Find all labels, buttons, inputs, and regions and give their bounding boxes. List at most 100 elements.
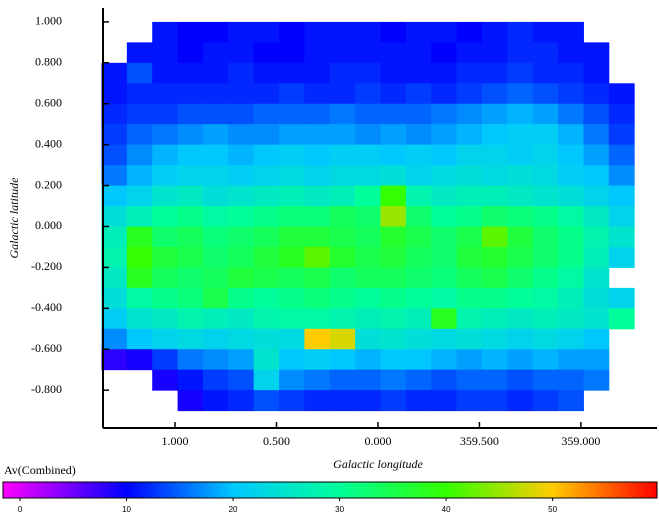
heatmap-cell bbox=[481, 267, 508, 289]
heatmap-cell bbox=[279, 165, 305, 187]
heatmap-cell bbox=[228, 42, 255, 64]
heatmap-cell bbox=[532, 308, 559, 330]
heatmap-cell bbox=[329, 369, 356, 391]
heatmap-cell bbox=[456, 246, 483, 268]
heatmap-cell bbox=[304, 349, 331, 371]
heatmap-cell bbox=[177, 124, 204, 146]
heatmap-cell bbox=[456, 62, 483, 84]
heatmap-cell bbox=[507, 144, 534, 166]
heatmap-cell bbox=[126, 287, 153, 309]
heatmap-cell bbox=[431, 185, 458, 207]
heatmap-cell bbox=[507, 206, 534, 227]
heatmap-cell bbox=[177, 267, 204, 289]
heatmap-cell bbox=[456, 308, 483, 330]
y-tick-label: 0.200 bbox=[35, 177, 62, 191]
heatmap-cell bbox=[431, 226, 458, 248]
heatmap-cell bbox=[177, 390, 204, 412]
heatmap-cell bbox=[304, 83, 331, 105]
heatmap-cell bbox=[456, 165, 483, 187]
heatmap-cell bbox=[202, 246, 229, 268]
heatmap-cell bbox=[583, 369, 610, 391]
heatmap-cell bbox=[279, 124, 305, 146]
heatmap-cell bbox=[329, 144, 356, 166]
heatmap-cell bbox=[152, 62, 179, 84]
heatmap-cell bbox=[202, 144, 229, 166]
heatmap-cell bbox=[355, 144, 382, 166]
heatmap-cell bbox=[558, 144, 584, 166]
heatmap-cell bbox=[126, 42, 153, 64]
heatmap-cell bbox=[558, 287, 584, 309]
heatmap-cell bbox=[507, 83, 534, 105]
y-tick-label: 1.000 bbox=[35, 14, 62, 28]
heatmap-cell bbox=[228, 287, 255, 309]
heatmap-cell bbox=[253, 390, 280, 412]
colorbar: 0 10 20 30 40 50 bbox=[2, 481, 658, 514]
heatmap-cell bbox=[507, 226, 534, 248]
heatmap-cell bbox=[456, 369, 483, 391]
heatmap-cell bbox=[532, 185, 559, 207]
heatmap-cell bbox=[583, 267, 610, 289]
heatmap-cell bbox=[126, 144, 153, 166]
heatmap-cell bbox=[228, 144, 255, 166]
heatmap-cell bbox=[456, 390, 483, 412]
heatmap-cell bbox=[608, 83, 635, 105]
heatmap-cell bbox=[329, 103, 356, 125]
heatmap-cell bbox=[101, 287, 128, 309]
heatmap-cell bbox=[101, 246, 128, 268]
heatmap-cell bbox=[380, 144, 407, 166]
heatmap-cell bbox=[583, 42, 610, 64]
heatmap-cell bbox=[405, 226, 432, 248]
heatmap-cell bbox=[380, 21, 407, 43]
heatmap-cell bbox=[608, 185, 635, 207]
heatmap-cell bbox=[279, 287, 305, 309]
heatmap-cell bbox=[101, 349, 128, 371]
heatmap-cell bbox=[456, 287, 483, 309]
y-tick-label: 0.400 bbox=[35, 136, 62, 150]
heatmap-cell bbox=[481, 349, 508, 371]
heatmap-cell bbox=[558, 267, 584, 289]
heatmap-cell bbox=[608, 206, 635, 227]
heatmap-cell bbox=[532, 165, 559, 187]
heatmap-cell bbox=[152, 328, 179, 350]
heatmap-cell bbox=[253, 328, 280, 350]
heatmap-cell bbox=[177, 103, 204, 125]
y-axis-label: Galactic latitude bbox=[7, 177, 21, 259]
heatmap-cell bbox=[177, 165, 204, 187]
heatmap-cell bbox=[558, 349, 584, 371]
heatmap-cell bbox=[304, 124, 331, 146]
heatmap-cell bbox=[355, 267, 382, 289]
heatmap-cell bbox=[152, 103, 179, 125]
heatmap-cell bbox=[228, 349, 255, 371]
heatmap-cell bbox=[101, 308, 128, 330]
heatmap-cell bbox=[228, 83, 255, 105]
heatmap-cell bbox=[304, 185, 331, 207]
heatmap-cell bbox=[507, 390, 534, 412]
heatmap-cell bbox=[558, 83, 584, 105]
heatmap-cell bbox=[177, 226, 204, 248]
heatmap-cell bbox=[253, 206, 280, 227]
heatmap-cell bbox=[355, 328, 382, 350]
heatmap-cell bbox=[583, 103, 610, 125]
heatmap-cell bbox=[152, 246, 179, 268]
heatmap-cell bbox=[380, 287, 407, 309]
heatmap-cell bbox=[202, 349, 229, 371]
heatmap-cell bbox=[583, 185, 610, 207]
heatmap-cell bbox=[481, 165, 508, 187]
heatmap-cell bbox=[532, 124, 559, 146]
heatmap-cell bbox=[101, 124, 128, 146]
heatmap-cell bbox=[558, 62, 584, 84]
heatmap-cell bbox=[253, 349, 280, 371]
heatmap-cell bbox=[177, 21, 204, 43]
heatmap-cell bbox=[329, 62, 356, 84]
heatmap-cell bbox=[126, 226, 153, 248]
heatmap-cell bbox=[177, 206, 204, 227]
heatmap-cell bbox=[481, 226, 508, 248]
heatmap-cell bbox=[202, 369, 229, 391]
heatmap-cell bbox=[279, 267, 305, 289]
heatmap-cell bbox=[405, 206, 432, 227]
heatmap-cell bbox=[431, 144, 458, 166]
heatmap-cell bbox=[532, 21, 559, 43]
heatmap-cell bbox=[279, 369, 305, 391]
heatmap-cell bbox=[532, 390, 559, 412]
heatmap-cell bbox=[380, 328, 407, 350]
